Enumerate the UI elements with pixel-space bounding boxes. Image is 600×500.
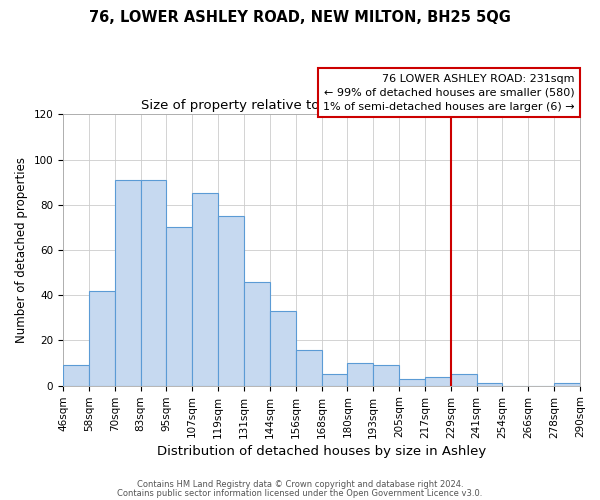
Bar (166, 228, 192, 386)
Bar (425, 376, 451, 386)
Bar (244, 282, 270, 386)
Title: Size of property relative to detached houses in Ashley: Size of property relative to detached ho… (140, 99, 502, 112)
Text: Contains HM Land Registry data © Crown copyright and database right 2024.: Contains HM Land Registry data © Crown c… (137, 480, 463, 489)
Text: 76, LOWER ASHLEY ROAD, NEW MILTON, BH25 5QG: 76, LOWER ASHLEY ROAD, NEW MILTON, BH25 … (89, 10, 511, 25)
Y-axis label: Number of detached properties: Number of detached properties (15, 157, 28, 343)
Bar (399, 379, 425, 386)
Bar (451, 374, 476, 386)
Bar (322, 374, 347, 386)
Bar (476, 384, 502, 386)
Text: 76 LOWER ASHLEY ROAD: 231sqm
← 99% of detached houses are smaller (580)
1% of se: 76 LOWER ASHLEY ROAD: 231sqm ← 99% of de… (323, 74, 575, 112)
Bar (192, 194, 218, 386)
Bar (140, 180, 166, 386)
Bar (115, 180, 140, 386)
X-axis label: Distribution of detached houses by size in Ashley: Distribution of detached houses by size … (157, 444, 486, 458)
Bar (89, 290, 115, 386)
Bar (347, 363, 373, 386)
Bar (296, 350, 322, 386)
Bar (554, 384, 580, 386)
Bar (218, 216, 244, 386)
Bar (270, 311, 296, 386)
Bar (373, 366, 399, 386)
Bar (63, 366, 89, 386)
Text: Contains public sector information licensed under the Open Government Licence v3: Contains public sector information licen… (118, 488, 482, 498)
